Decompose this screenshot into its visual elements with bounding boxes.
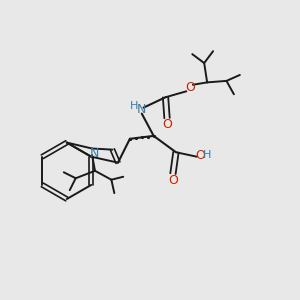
- Text: H: H: [203, 150, 211, 160]
- Text: O: O: [186, 81, 195, 94]
- Text: O: O: [168, 174, 178, 187]
- Text: N: N: [137, 103, 146, 116]
- Text: N: N: [90, 147, 99, 161]
- Text: H: H: [130, 101, 139, 111]
- Text: O: O: [162, 118, 172, 131]
- Text: O: O: [195, 149, 205, 162]
